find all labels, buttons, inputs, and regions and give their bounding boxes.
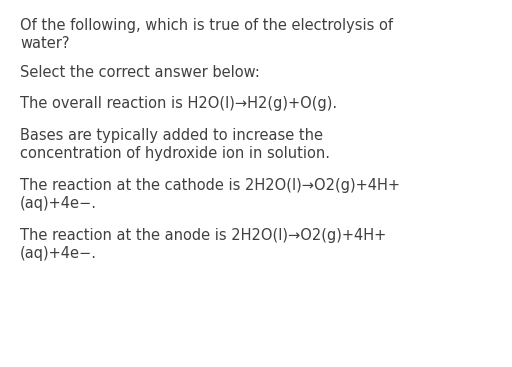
Text: Of the following, which is true of the electrolysis of: Of the following, which is true of the e… [20,18,393,33]
Text: concentration of hydroxide ion in solution.: concentration of hydroxide ion in soluti… [20,146,330,161]
Text: water?: water? [20,36,70,51]
Text: (aq)+4e−.: (aq)+4e−. [20,246,97,261]
Text: The overall reaction is H2O(l)→H2(g)+O(g).: The overall reaction is H2O(l)→H2(g)+O(g… [20,96,337,111]
Text: The reaction at the anode is 2H2O(l)→O2(g)+4H+: The reaction at the anode is 2H2O(l)→O2(… [20,228,386,243]
Text: Bases are typically added to increase the: Bases are typically added to increase th… [20,128,323,143]
Text: The reaction at the cathode is 2H2O(l)→O2(g)+4H+: The reaction at the cathode is 2H2O(l)→O… [20,178,400,193]
Text: Select the correct answer below:: Select the correct answer below: [20,65,260,80]
Text: (aq)+4e−.: (aq)+4e−. [20,196,97,211]
